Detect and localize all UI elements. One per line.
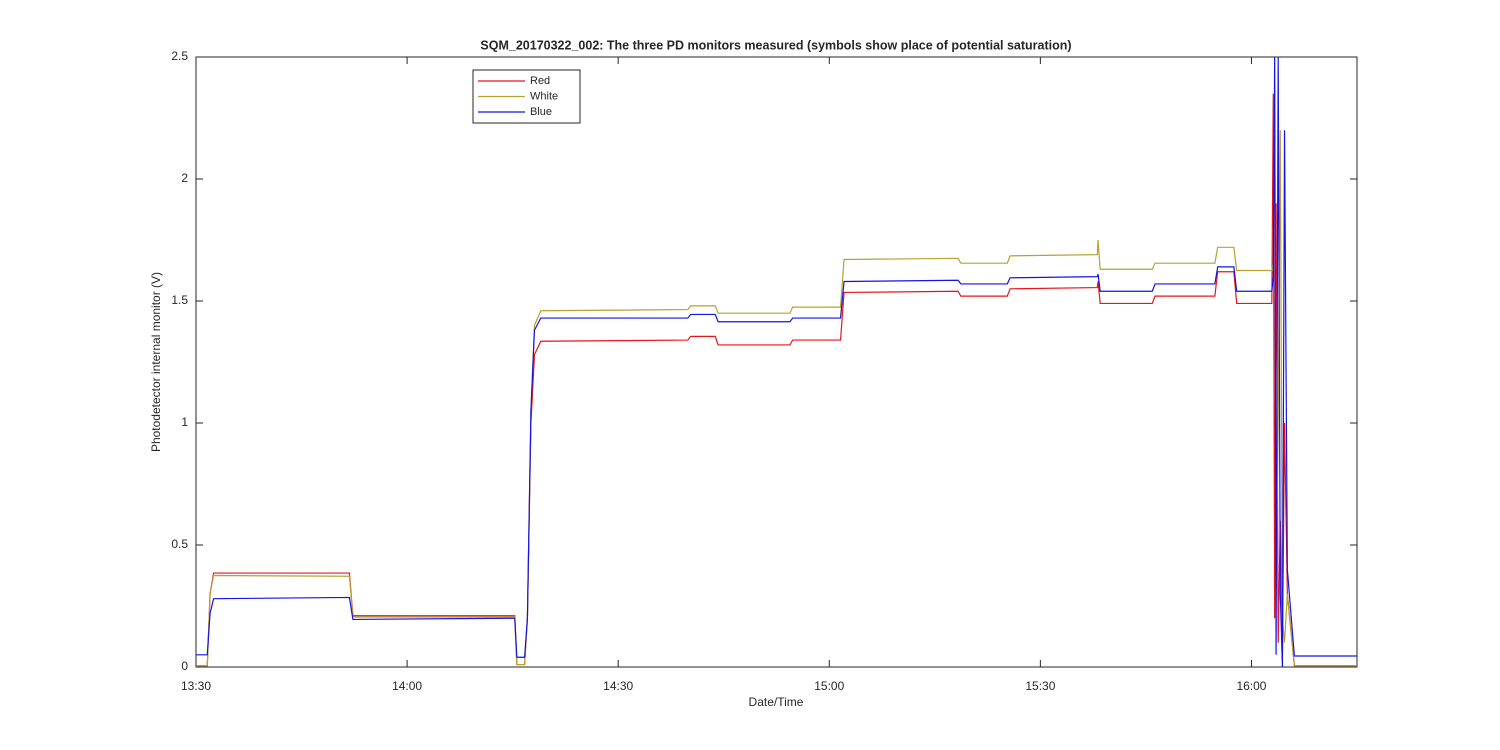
x-tick-label: 16:00 (1236, 679, 1266, 693)
plot-frame (195, 56, 1358, 668)
x-tick-label: 14:00 (392, 679, 422, 693)
x-tick-label: 14:30 (603, 679, 633, 693)
legend-label: Blue (530, 106, 552, 118)
y-tick-label: 1 (181, 415, 188, 429)
series-line (196, 56, 1357, 668)
x-tick-label: 13:30 (181, 679, 211, 693)
chart-title: SQM_20170322_002: The three PD monitors … (480, 38, 1071, 52)
x-tick-label: 15:30 (1025, 679, 1055, 693)
y-tick-label: 1.5 (171, 293, 188, 307)
y-tick-label: 0.5 (171, 537, 188, 551)
legend-label: Red (530, 75, 550, 87)
x-tick-label: 15:00 (814, 679, 844, 693)
y-tick-label: 2 (181, 171, 188, 185)
x-axis-label: Date/Time (749, 695, 804, 709)
y-axis-label: Photodetector internal monitor (V) (149, 272, 163, 452)
legend-label: White (530, 90, 558, 102)
y-tick-label: 0 (181, 659, 188, 673)
y-tick-label: 2.5 (171, 49, 188, 63)
